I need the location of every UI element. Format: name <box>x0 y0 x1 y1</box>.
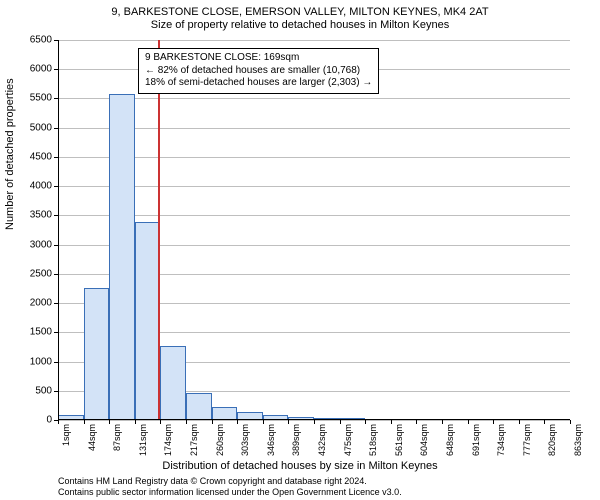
x-tick-label: 777sqm <box>522 424 532 456</box>
x-tick-label: 217sqm <box>189 424 199 456</box>
x-tick-label: 1sqm <box>61 424 71 446</box>
footer-attribution: Contains HM Land Registry data © Crown c… <box>58 476 402 498</box>
axis-border <box>58 40 570 420</box>
chart-title-line1: 9, BARKESTONE CLOSE, EMERSON VALLEY, MIL… <box>0 6 600 18</box>
x-tick-label: 518sqm <box>368 424 378 456</box>
x-tick-label: 475sqm <box>343 424 353 456</box>
x-tick-label: 863sqm <box>573 424 583 456</box>
y-tick-label: 3500 <box>30 210 52 221</box>
x-tick-label: 87sqm <box>112 424 122 451</box>
x-tick-label: 131sqm <box>138 424 148 456</box>
x-tick-label: 303sqm <box>240 424 250 456</box>
y-tick-label: 5000 <box>30 122 52 133</box>
y-tick-label: 6500 <box>30 35 52 46</box>
x-tick-label: 604sqm <box>419 424 429 456</box>
footer-line1: Contains HM Land Registry data © Crown c… <box>58 476 402 487</box>
x-tick-label: 432sqm <box>317 424 327 456</box>
x-tick-label: 691sqm <box>471 424 481 456</box>
x-tick-label: 561sqm <box>394 424 404 456</box>
y-tick-label: 4500 <box>30 151 52 162</box>
y-tick-label: 5500 <box>30 93 52 104</box>
y-axis-ticks: 0500100015002000250030003500400045005000… <box>0 40 56 420</box>
x-tick-label: 389sqm <box>291 424 301 456</box>
x-tick-label: 820sqm <box>547 424 557 456</box>
x-tick-label: 648sqm <box>445 424 455 456</box>
x-tick-label: 44sqm <box>87 424 97 451</box>
y-tick-label: 2000 <box>30 298 52 309</box>
y-tick-label: 0 <box>46 415 52 426</box>
footer-line2: Contains public sector information licen… <box>58 487 402 498</box>
x-tick-label: 346sqm <box>266 424 276 456</box>
x-tick-label: 734sqm <box>496 424 506 456</box>
x-tick-label: 174sqm <box>163 424 173 456</box>
y-tick-label: 6000 <box>30 64 52 75</box>
y-tick-label: 500 <box>35 385 52 396</box>
y-tick-label: 2500 <box>30 268 52 279</box>
x-tick-label: 260sqm <box>215 424 225 456</box>
chart-title-line2: Size of property relative to detached ho… <box>0 19 600 31</box>
x-axis-label: Distribution of detached houses by size … <box>0 460 600 472</box>
y-tick-label: 1000 <box>30 356 52 367</box>
y-tick-label: 4000 <box>30 181 52 192</box>
y-tick-label: 1500 <box>30 327 52 338</box>
y-tick-label: 3000 <box>30 239 52 250</box>
